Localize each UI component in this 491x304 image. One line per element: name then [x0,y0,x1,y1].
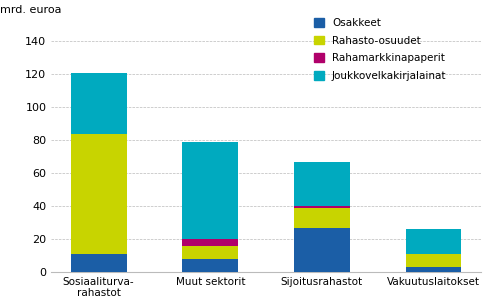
Bar [294,227,350,272]
Bar [182,142,238,239]
Bar [71,254,127,272]
Legend: Osakkeet, Rahasto-osuudet, Rahamarkkinapaperit, Joukkovelkakirjalainat: Osakkeet, Rahasto-osuudet, Rahamarkkinap… [314,18,446,81]
Text: mrd. euroa: mrd. euroa [0,5,61,15]
Bar [182,246,238,259]
Bar [71,73,127,134]
Bar [294,208,350,227]
Bar [406,254,462,267]
Bar [182,239,238,246]
Bar [294,206,350,208]
Bar [406,229,462,254]
Bar [294,162,350,206]
Bar [406,267,462,272]
Bar [182,259,238,272]
Bar [71,134,127,254]
